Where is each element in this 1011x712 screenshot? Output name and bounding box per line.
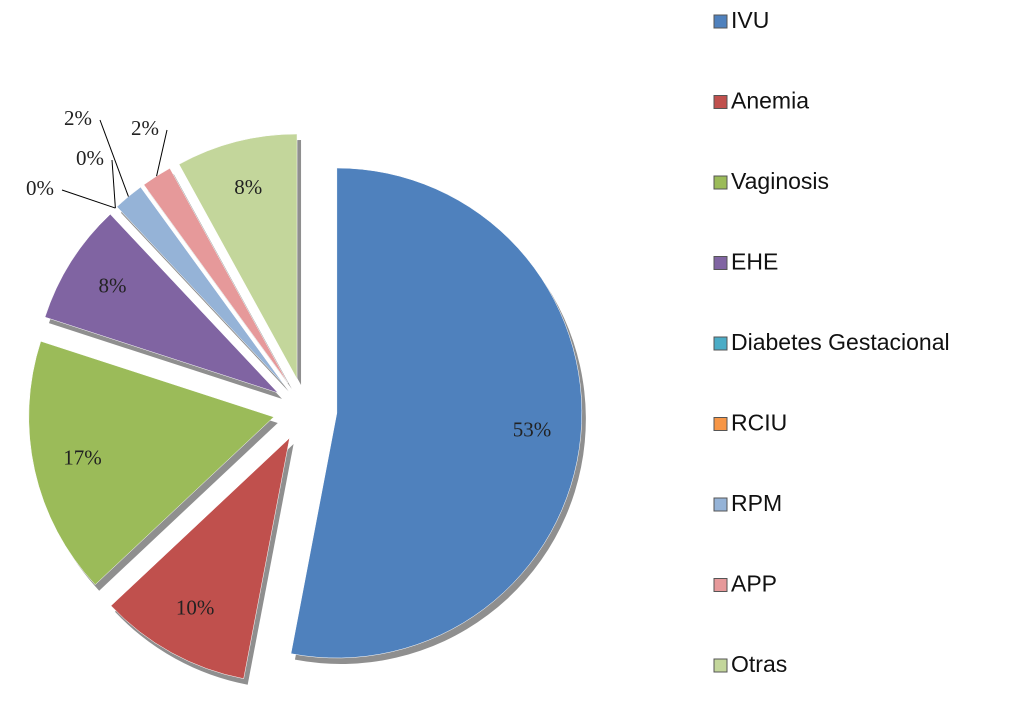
legend-swatch [713,497,728,512]
legend-swatch [713,658,728,673]
data-label: 2% [131,116,159,140]
legend-swatch [713,578,728,592]
slice [178,133,298,380]
slice [290,167,583,659]
legend-swatch [713,336,728,351]
legend-label: Vaginosis [731,168,829,194]
legend-swatch [713,417,728,431]
leader-line [111,159,116,209]
slice [44,213,279,394]
data-label: 2% [64,106,92,130]
legend-label: APP [731,571,777,597]
legend-label: IVU [731,7,769,33]
legend-swatch [713,256,728,270]
data-label: 17% [63,446,102,470]
legend-label: Diabetes Gestacional [731,329,950,355]
slice-edge [119,214,288,393]
slice [28,340,275,586]
legend-label: RPM [731,490,782,516]
leader-line [99,119,129,197]
data-label: 10% [176,596,215,620]
legend-label: Anemia [731,88,809,114]
data-label: 8% [234,175,262,199]
legend-swatch [713,14,728,29]
data-label: 8% [98,274,126,298]
legend-label: EHE [731,249,778,275]
leader-line [156,129,168,177]
data-label: 53% [513,417,552,441]
data-label: 0% [76,146,104,170]
slice [110,437,290,679]
legend-swatch [713,95,728,109]
data-label: 0% [26,176,54,200]
leader-line [61,189,116,209]
legend-label: Otras [731,651,787,677]
legend-label: RCIU [731,410,787,436]
legend-swatch [713,175,728,190]
